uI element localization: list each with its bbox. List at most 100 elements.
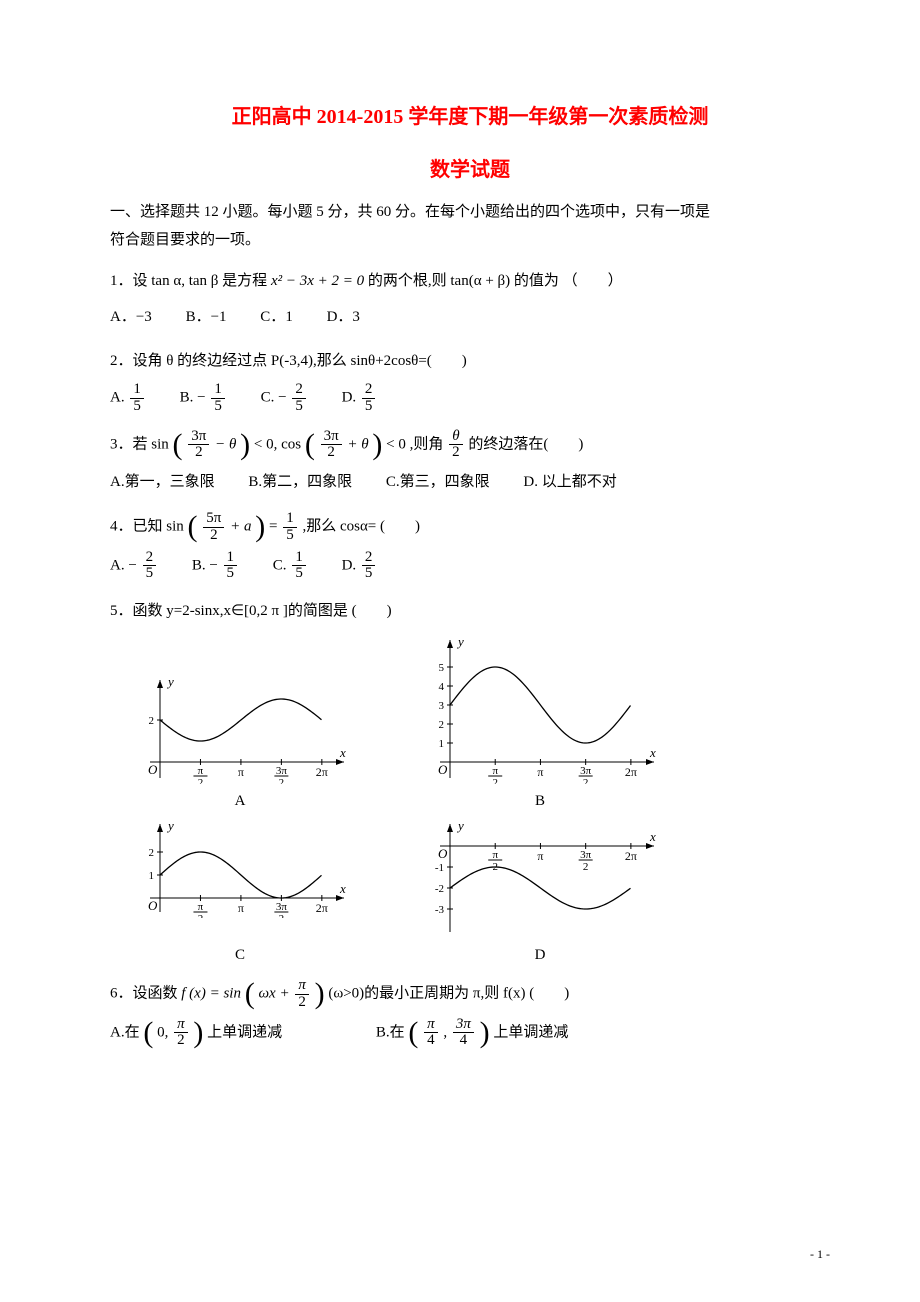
chart-a: Oxy2π23π2π2π (130, 674, 350, 784)
chart-b-wrap: Oxy12345π23π2π2π (420, 634, 660, 789)
q4-d-label: D. (342, 557, 357, 573)
q4-b-label: B. (192, 557, 206, 573)
caption-c: C (130, 947, 350, 964)
q6-a-rparen: ) (193, 1021, 203, 1045)
q4-b-frac: 15 (224, 550, 238, 583)
q1-tanab: tan α, tan β (151, 273, 218, 289)
svg-text:5: 5 (439, 662, 445, 674)
chart-c-wrap: Oxy12π23π2π2π (130, 818, 350, 923)
q4-plus-a: + a (230, 519, 251, 535)
q6-pre: 6．设函数 (110, 986, 181, 1002)
svg-text:3π: 3π (276, 765, 288, 777)
svg-text:2: 2 (279, 913, 285, 918)
q1-c-val: 1 (285, 309, 293, 325)
svg-text:2: 2 (198, 913, 204, 918)
svg-text:x: x (649, 745, 656, 760)
chart-d: Oxy-1-2-3π23π2π2π (420, 818, 660, 938)
q3-lparen1: ( (173, 433, 183, 457)
svg-text:2: 2 (198, 777, 204, 784)
svg-text:π: π (238, 765, 244, 779)
q6-a-lparen: ( (143, 1021, 153, 1045)
q3-post: 的终边落在( ) (468, 436, 583, 452)
svg-text:3π: 3π (580, 765, 592, 777)
q1-mid2: 的两个根,则 (364, 273, 450, 289)
q6-b-post: 上单调递减 (493, 1024, 568, 1040)
svg-text:1: 1 (149, 870, 155, 882)
q3-opt-a: A.第一，三象限 (110, 467, 215, 497)
svg-text:3π: 3π (580, 849, 592, 861)
svg-text:2: 2 (583, 777, 589, 784)
svg-text:3π: 3π (276, 901, 288, 913)
q3-frac-theta2: θ2 (449, 429, 463, 462)
question-4: 4．已知 sin ( 5π2 + a ) = 15 ,那么 cosα= ( ) (110, 511, 830, 544)
svg-text:x: x (339, 881, 346, 896)
question-6: 6．设函数 f (x) = sin ( ωx + π2 ) (ω>0)的最小正周… (110, 978, 830, 1011)
question-1: 1．设 tan α, tan β 是方程 x² − 3x + 2 = 0 的两个… (110, 266, 830, 296)
q2-a-label: A. (110, 390, 125, 406)
svg-text:4: 4 (439, 681, 445, 693)
q6-b-frac2: 3π4 (453, 1017, 474, 1050)
chart-c: Oxy12π23π2π2π (130, 818, 350, 918)
q4-sin: sin (166, 519, 184, 535)
svg-text:-1: -1 (435, 862, 444, 874)
svg-text:2π: 2π (316, 901, 328, 915)
q3-plus-theta: + θ (347, 436, 368, 452)
svg-text:-2: -2 (435, 883, 444, 895)
q3-opt-b: B.第二，四象限 (248, 467, 352, 497)
svg-text:y: y (166, 674, 174, 689)
q6-b-lparen: ( (408, 1021, 418, 1045)
svg-text:y: y (456, 818, 464, 833)
svg-text:O: O (438, 762, 448, 777)
q4-pre: 4．已知 (110, 519, 166, 535)
svg-text:2: 2 (583, 861, 589, 873)
q3-opt-d: D. 以上都不对 (523, 467, 616, 497)
q4-d-frac: 25 (362, 550, 376, 583)
q1-b-val: −1 (211, 309, 227, 325)
svg-text:π: π (492, 765, 498, 777)
q2-b-label: B. (180, 390, 194, 406)
q1-post: 的值为 （ ） (510, 273, 623, 289)
chart-b: Oxy12345π23π2π2π (420, 634, 660, 784)
q2-c-sign: − (278, 390, 286, 406)
svg-text:O: O (148, 762, 158, 777)
q6-options: A.在 ( 0, π2 ) 上单调递减 B.在 ( π4 , 3π4 ) 上单调… (110, 1017, 830, 1050)
q6-arg1: ωx + (258, 986, 293, 1002)
q3-pre: 3．若 (110, 436, 151, 452)
q2-d-label: D. (342, 390, 357, 406)
q2-b-frac: 15 (211, 382, 225, 415)
doc-subtitle: 数学试题 (110, 153, 830, 182)
q1-mid1: 是方程 (218, 273, 271, 289)
q3-sin: sin (151, 436, 169, 452)
svg-text:1: 1 (439, 738, 445, 750)
q6-a-zero: 0, (157, 1024, 172, 1040)
question-5: 5．函数 y=2-sinx,x∈[0,2 π ]的简图是 ( ) (110, 596, 830, 626)
q2-a-frac: 15 (130, 382, 144, 415)
q6-fx: f (x) = sin (181, 986, 241, 1002)
q3-frac1b: 3π2 (321, 429, 342, 462)
q6-frac: π2 (295, 978, 309, 1011)
chart-a-wrap: Oxy2π23π2π2π (130, 674, 350, 789)
svg-text:y: y (456, 634, 464, 649)
q1-tansum: tan(α + β) (450, 273, 510, 289)
q6-rparen: ) (315, 982, 325, 1006)
q4-a-frac: 25 (143, 550, 157, 583)
q1-d-val: 3 (352, 309, 360, 325)
q4-b-sign: − (209, 557, 217, 573)
q2-c-label: C. (261, 390, 275, 406)
q3-frac1: 3π2 (188, 429, 209, 462)
q3-options: A.第一，三象限 B.第二，四象限 C.第三，四象限 D. 以上都不对 (110, 467, 830, 497)
q2-d-frac: 25 (362, 382, 376, 415)
svg-text:π: π (198, 765, 204, 777)
question-3: 3．若 sin ( 3π2 − θ ) < 0, cos ( 3π2 + θ )… (110, 429, 830, 462)
q6-a-post: 上单调递减 (207, 1024, 282, 1040)
svg-text:2π: 2π (625, 765, 637, 779)
q2-b-sign: − (197, 390, 205, 406)
svg-text:2π: 2π (625, 849, 637, 863)
svg-text:O: O (438, 846, 448, 861)
svg-text:x: x (649, 829, 656, 844)
doc-title: 正阳高中 2014-2015 学年度下期一年级第一次素质检测 (110, 100, 830, 129)
caption-b: B (420, 793, 660, 810)
q6-lparen: ( (245, 982, 255, 1006)
svg-text:2: 2 (492, 777, 498, 784)
q6-b-label: B.在 (376, 1024, 409, 1040)
